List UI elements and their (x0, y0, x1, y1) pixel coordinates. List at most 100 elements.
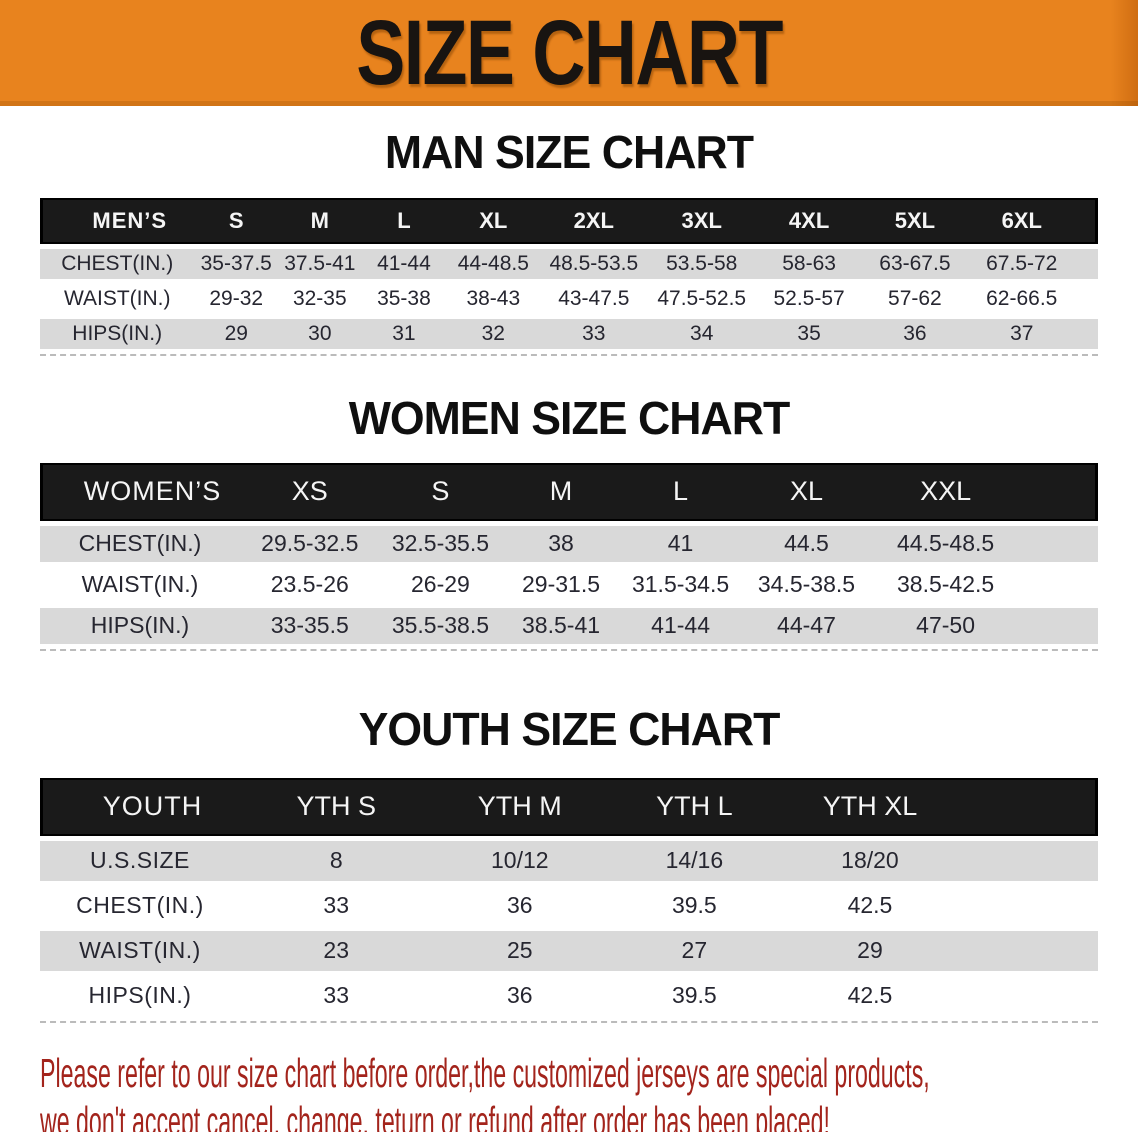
women-corner-label: WOMEN’S (40, 462, 240, 521)
spacer-cell (1075, 198, 1098, 245)
column-header: 4XL (756, 198, 862, 245)
youth-section-heading: YOUTH SIZE CHART (358, 702, 781, 755)
table-cell: 47.5-52.5 (647, 284, 757, 315)
table-row: WAIST(IN.) 29-32 32-35 35-38 38-43 43-47… (40, 284, 1098, 315)
row-label: HIPS(IN.) (40, 607, 240, 644)
men-size-table: MEN’S S M L XL 2XL 3XL 4XL 5XL 6XL CHEST… (40, 193, 1098, 354)
column-header: 3XL (647, 198, 757, 245)
table-cell: 63-67.5 (862, 249, 968, 280)
disclaimer-line-1: Please refer to our size chart before or… (40, 1049, 930, 1096)
table-cell: 38.5-42.5 (872, 566, 1019, 603)
table-cell: 39.5 (607, 885, 782, 926)
women-size-table: WOMEN’S XS S M L XL XXL CHEST(IN.) 29.5-… (40, 458, 1098, 649)
table-cell: 29.5-32.5 (239, 525, 380, 562)
table-cell: 34 (647, 319, 757, 350)
column-header: YTH M (432, 777, 608, 836)
column-header: YTH L (607, 777, 782, 836)
spacer-cell (958, 975, 1098, 1016)
table-row: WAIST(IN.) 23 25 27 29 (40, 930, 1098, 971)
table-cell: 35.5-38.5 (379, 607, 502, 644)
disclaimer-line-2: we don't accept cancel, change, teturn o… (40, 1097, 830, 1132)
women-section-heading: WOMEN SIZE CHART (348, 392, 791, 445)
table-cell: 31 (361, 319, 447, 350)
table-cell: 44-48.5 (446, 249, 541, 280)
table-cell: 32-35 (278, 284, 362, 315)
table-cell: 14/16 (607, 840, 782, 881)
table-cell: 29-32 (194, 284, 279, 315)
table-cell: 27 (607, 930, 782, 971)
table-row: CHEST(IN.) 35-37.5 37.5-41 41-44 44-48.5… (40, 249, 1098, 280)
column-header: 6XL (967, 198, 1076, 245)
table-cell: 38-43 (446, 284, 541, 315)
table-cell: 48.5-53.5 (540, 249, 648, 280)
column-header: XL (446, 198, 541, 245)
column-header: YTH S (239, 777, 433, 836)
row-label: WAIST(IN.) (40, 566, 240, 603)
table-cell: 29-31.5 (501, 566, 621, 603)
table-cell: 23 (239, 930, 433, 971)
men-table-wrap: MEN’S S M L XL 2XL 3XL 4XL 5XL 6XL CHEST… (40, 193, 1098, 357)
table-cell: 37.5-41 (278, 249, 362, 280)
table-cell: 35-37.5 (194, 249, 279, 280)
table-cell: 41 (620, 525, 741, 562)
table-cell: 25 (432, 930, 608, 971)
table-cell: 39.5 (607, 975, 782, 1016)
table-cell: 57-62 (862, 284, 968, 315)
spacer-cell (1018, 525, 1098, 562)
column-header: 5XL (862, 198, 968, 245)
column-header: S (379, 462, 502, 521)
row-label: U.S.SIZE (40, 840, 240, 881)
table-row: CHEST(IN.) 33 36 39.5 42.5 (40, 885, 1098, 926)
column-header: M (501, 462, 621, 521)
table-cell: 53.5-58 (647, 249, 757, 280)
table-cell: 47-50 (872, 607, 1019, 644)
men-section-heading: MAN SIZE CHART (384, 126, 754, 178)
column-header: XL (740, 462, 873, 521)
table-cell: 35-38 (361, 284, 447, 315)
spacer-cell (1075, 284, 1098, 315)
table-cell: 31.5-34.5 (620, 566, 741, 603)
column-header: M (278, 198, 362, 245)
spacer-cell (1075, 249, 1098, 280)
spacer-cell (1018, 566, 1098, 603)
table-cell: 58-63 (756, 249, 862, 280)
table-row: HIPS(IN.) 33-35.5 35.5-38.5 38.5-41 41-4… (40, 607, 1098, 644)
table-row: HIPS(IN.) 29 30 31 32 33 34 35 36 37 (40, 319, 1098, 350)
table-cell: 35 (756, 319, 862, 350)
table-cell: 62-66.5 (967, 284, 1076, 315)
column-header: S (194, 198, 279, 245)
spacer-cell (958, 885, 1098, 926)
table-row: U.S.SIZE 8 10/12 14/16 18/20 (40, 840, 1098, 881)
table-cell: 30 (278, 319, 362, 350)
spacer-cell (958, 777, 1098, 836)
column-header: YTH XL (781, 777, 959, 836)
table-cell: 32 (446, 319, 541, 350)
column-header: L (361, 198, 447, 245)
table-cell: 41-44 (361, 249, 447, 280)
table-cell: 44.5 (740, 525, 873, 562)
table-cell: 42.5 (781, 885, 959, 926)
table-cell: 38 (501, 525, 621, 562)
spacer-cell (958, 840, 1098, 881)
table-cell: 34.5-38.5 (740, 566, 873, 603)
table-cell: 8 (239, 840, 433, 881)
table-row: HIPS(IN.) 33 36 39.5 42.5 (40, 975, 1098, 1016)
row-label: HIPS(IN.) (40, 319, 195, 350)
column-header: L (620, 462, 741, 521)
youth-corner-label: YOUTH (40, 777, 240, 836)
youth-size-table: YOUTH YTH S YTH M YTH L YTH XL U.S.SIZE … (40, 773, 1098, 1021)
row-label: WAIST(IN.) (40, 284, 195, 315)
table-cell: 37 (967, 319, 1076, 350)
table-cell: 42.5 (781, 975, 959, 1016)
table-row: WAIST(IN.) 23.5-26 26-29 29-31.5 31.5-34… (40, 566, 1098, 603)
table-cell: 36 (862, 319, 968, 350)
table-cell: 44-47 (740, 607, 873, 644)
column-header: 2XL (540, 198, 648, 245)
table-cell: 18/20 (781, 840, 959, 881)
table-cell: 38.5-41 (501, 607, 621, 644)
row-label: HIPS(IN.) (40, 975, 240, 1016)
table-cell: 32.5-35.5 (379, 525, 502, 562)
table-cell: 26-29 (379, 566, 502, 603)
column-header: XXL (872, 462, 1019, 521)
table-cell: 43-47.5 (540, 284, 648, 315)
